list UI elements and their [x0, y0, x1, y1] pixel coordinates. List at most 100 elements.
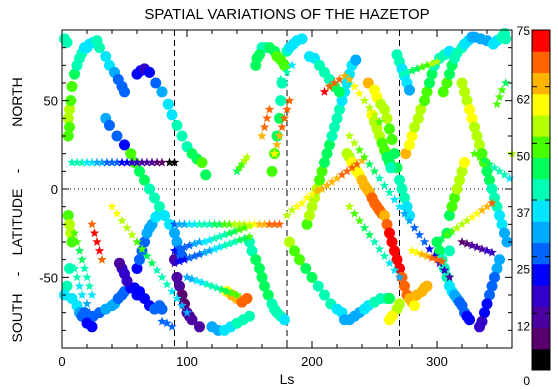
haze-point-star — [84, 281, 95, 291]
haze-point-star — [94, 245, 105, 255]
haze-point-star — [374, 173, 385, 183]
haze-point-star — [439, 265, 450, 275]
haze-point-star — [79, 263, 90, 273]
haze-point-star — [157, 157, 167, 167]
haze-point-circle — [451, 183, 463, 195]
haze-point-circle — [61, 280, 73, 292]
haze-point-circle — [421, 280, 433, 292]
haze-point-star — [232, 290, 242, 299]
haze-point-star — [244, 221, 255, 231]
haze-point-circle — [186, 314, 198, 326]
haze-point-star — [164, 157, 175, 167]
haze-point-star — [112, 157, 122, 167]
colorbar-segment — [532, 51, 550, 73]
haze-point-circle — [64, 218, 75, 230]
haze-point-circle — [484, 289, 495, 301]
haze-point-circle — [174, 280, 185, 292]
haze-point-star — [482, 201, 492, 211]
haze-point-star — [69, 228, 80, 238]
haze-point-circle — [194, 321, 205, 333]
haze-point-circle — [139, 236, 150, 248]
haze-point-circle — [494, 210, 505, 221]
haze-point-circle — [62, 112, 74, 124]
haze-point-circle — [399, 280, 410, 292]
haze-point-star — [147, 157, 157, 167]
haze-point-star — [364, 102, 375, 112]
haze-point-star — [364, 229, 375, 239]
haze-point-circle — [386, 236, 398, 248]
y-tick-label: 50 — [44, 94, 58, 109]
haze-point-circle — [489, 271, 500, 283]
haze-point-circle — [385, 162, 397, 174]
haze-point-star — [152, 265, 162, 275]
haze-point-star — [184, 252, 195, 262]
haze-point-star — [184, 240, 195, 250]
haze-point-circle — [381, 112, 393, 124]
haze-point-circle — [134, 254, 145, 266]
haze-point-star — [342, 166, 352, 176]
haze-point-circle — [114, 257, 125, 269]
haze-point-circle — [396, 183, 408, 195]
haze-point-star — [364, 159, 375, 169]
colorbar-tick-label: 50 — [517, 149, 531, 163]
haze-point-star — [137, 244, 147, 254]
haze-point-star — [437, 256, 447, 266]
haze-point-star — [82, 298, 92, 308]
haze-point-circle — [471, 130, 483, 142]
haze-point-star — [137, 157, 147, 167]
haze-point-star — [452, 222, 462, 232]
haze-point-circle — [384, 314, 395, 326]
haze-point-star — [174, 219, 185, 229]
haze-point-circle — [456, 165, 468, 177]
haze-point-star — [269, 148, 280, 158]
haze-point-circle — [154, 201, 165, 213]
haze-point-star — [157, 272, 167, 282]
haze-point-star — [479, 155, 490, 165]
haze-point-star — [222, 286, 232, 296]
haze-point-star — [242, 152, 252, 162]
colorbar-segment — [532, 178, 550, 201]
haze-point-circle — [246, 245, 258, 257]
haze-point-star — [214, 219, 225, 229]
haze-point-star — [394, 272, 405, 282]
haze-point-star — [234, 219, 245, 229]
haze-point-circle — [449, 192, 460, 204]
haze-point-star — [494, 92, 505, 102]
haze-point-star — [277, 122, 287, 132]
x-axis-label: Ls — [280, 371, 295, 387]
haze-point-star — [179, 254, 190, 264]
haze-point-star — [212, 282, 222, 292]
haze-point-star — [472, 208, 482, 218]
haze-point-star — [207, 281, 217, 291]
haze-point-star — [477, 205, 487, 215]
haze-point-circle — [481, 298, 493, 310]
haze-point-circle — [379, 104, 390, 115]
haze-point-star — [107, 201, 117, 211]
y-label-part: LATITUDE — [9, 189, 25, 256]
haze-point-star — [72, 272, 82, 282]
haze-point-circle — [381, 218, 393, 230]
haze-point-star — [157, 316, 167, 326]
haze-point-star — [169, 245, 180, 255]
haze-point-circle — [66, 81, 78, 93]
haze-point-star — [276, 74, 286, 84]
haze-point-star — [72, 157, 82, 167]
haze-point-star — [499, 169, 510, 179]
haze-point-circle — [304, 210, 315, 221]
haze-point-circle — [125, 148, 137, 160]
haze-point-star — [274, 219, 285, 229]
haze-point-circle — [241, 293, 253, 305]
haze-point-star — [107, 157, 117, 167]
haze-point-star — [417, 62, 427, 72]
haze-point-star — [409, 222, 420, 232]
haze-point-star — [264, 104, 275, 114]
haze-point-star — [422, 60, 432, 70]
haze-point-star — [197, 277, 207, 287]
haze-point-circle — [391, 254, 403, 266]
haze-point-circle — [144, 183, 155, 195]
haze-point-star — [177, 300, 187, 310]
colorbar-segment — [532, 263, 550, 286]
haze-point-star — [189, 238, 200, 248]
haze-point-circle — [421, 86, 433, 98]
